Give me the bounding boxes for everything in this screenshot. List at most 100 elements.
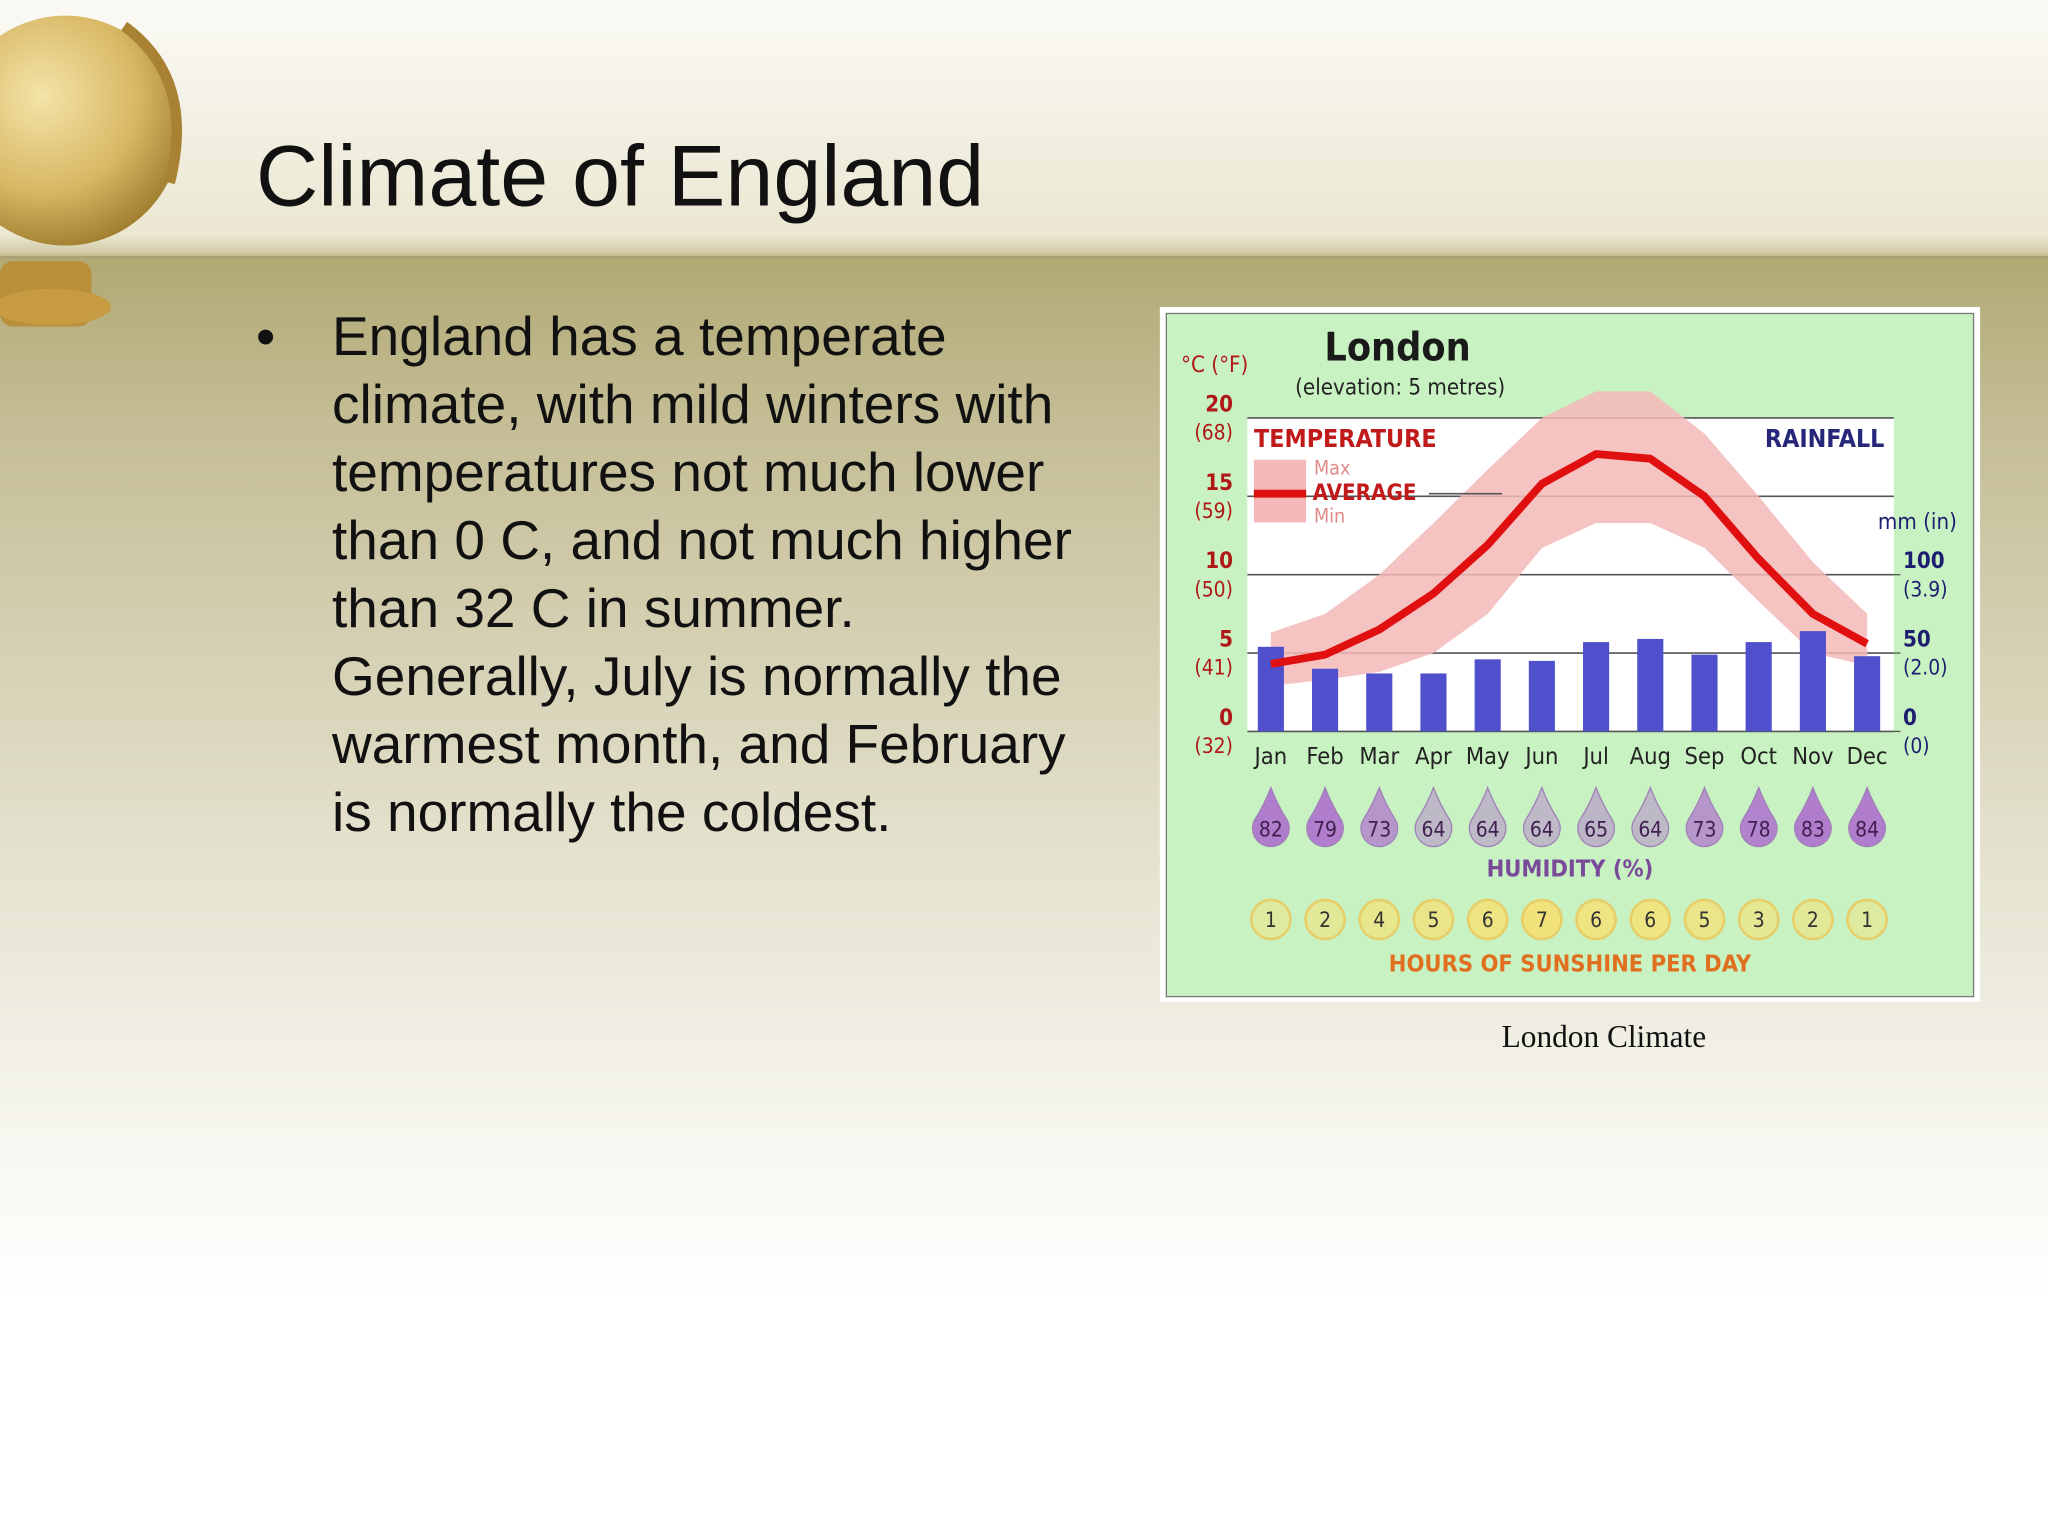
bullet-list: England has a temperate climate, with mi… <box>256 302 1112 846</box>
humidity-drop <box>1685 785 1724 848</box>
bar <box>1420 673 1447 732</box>
sunshine-sun <box>1520 898 1563 941</box>
humidity-value: 82 <box>1259 818 1283 842</box>
sunshine-sun <box>1791 898 1834 941</box>
sunshine-value: 6 <box>1590 908 1602 932</box>
humidity-drop <box>1522 785 1561 848</box>
humidity-drop <box>1251 785 1290 848</box>
y-tick-alt-label: (59) <box>1194 499 1233 523</box>
x-tick-label: Dec <box>1847 742 1888 770</box>
y2-tick-alt-label: (2.0) <box>1903 656 1948 680</box>
bar <box>1691 654 1718 732</box>
sunshine-label: HOURS OF SUNSHINE PER DAY <box>1389 950 1752 978</box>
x-tick-label: Nov <box>1792 742 1833 770</box>
y-tick-alt-label: (68) <box>1194 421 1233 445</box>
humidity-value: 73 <box>1367 818 1391 842</box>
sunshine-sun <box>1846 898 1888 941</box>
y-tick-alt-label: (32) <box>1194 734 1233 758</box>
x-tick-label: Feb <box>1306 742 1343 770</box>
sunshine-sun <box>1683 898 1726 941</box>
figure-caption: London Climate <box>1502 1019 1706 1054</box>
sunshine-sun <box>1412 898 1455 941</box>
humidity-drop <box>1739 785 1778 848</box>
x-tick-label: Apr <box>1415 742 1452 770</box>
sunshine-value: 7 <box>1536 908 1548 932</box>
y2-tick-label: 0 <box>1903 705 1917 731</box>
bullet-item: England has a temperate climate, with mi… <box>256 302 1112 846</box>
y-tick-label: 0 <box>1219 705 1233 731</box>
climate-chart: London (elevation: 5 metres) °C (°F) mm … <box>1181 326 1957 978</box>
humidity-value: 78 <box>1747 818 1771 842</box>
legend-max: Max <box>1314 456 1350 479</box>
x-tick-label: Aug <box>1630 742 1671 770</box>
sunshine-value: 6 <box>1644 908 1656 932</box>
bar <box>1637 638 1664 732</box>
y2-tick-alt-label: (3.9) <box>1903 577 1948 601</box>
humidity-value: 64 <box>1530 818 1554 842</box>
humidity-label: HUMIDITY (%) <box>1487 854 1654 882</box>
y-tick-label: 5 <box>1219 627 1233 653</box>
humidity-drop <box>1360 785 1399 848</box>
x-tick-label: Sep <box>1685 742 1725 770</box>
globe-decoration <box>0 15 182 327</box>
sunshine-sun <box>1575 898 1617 941</box>
humidity-value: 64 <box>1422 818 1446 842</box>
humidity-value: 64 <box>1638 818 1662 842</box>
humidity-value: 65 <box>1584 818 1608 842</box>
y-tick-label: 20 <box>1205 391 1233 417</box>
humidity-drop <box>1848 785 1887 848</box>
bar <box>1312 668 1339 732</box>
sunshine-sun <box>1358 898 1401 941</box>
y2-tick-label: 50 <box>1903 627 1931 653</box>
x-tick-label: May <box>1466 742 1510 770</box>
legend-average: AVERAGE <box>1313 480 1417 506</box>
x-tick-label: Mar <box>1359 742 1399 770</box>
x-tick-label: Oct <box>1740 742 1777 770</box>
y-tick-alt-label: (41) <box>1194 656 1233 680</box>
humidity-value: 73 <box>1693 818 1717 842</box>
x-tick-label: Jul <box>1581 742 1609 770</box>
humidity-drop <box>1577 785 1616 848</box>
legend-min: Min <box>1314 505 1345 528</box>
rainfall-label: RAINFALL <box>1765 424 1885 453</box>
humidity-value: 64 <box>1476 818 1500 842</box>
sunshine-sun <box>1249 898 1292 941</box>
humidity-drop <box>1414 785 1453 848</box>
humidity-drop <box>1631 785 1670 848</box>
sunshine-value: 1 <box>1861 908 1873 932</box>
slide-title: Climate of England <box>256 129 984 225</box>
temperature-range-band <box>1270 391 1868 686</box>
bar <box>1583 642 1610 732</box>
humidity-drop <box>1793 785 1832 848</box>
sunshine-value: 4 <box>1373 908 1385 932</box>
sunshine-sun <box>1737 898 1780 941</box>
bar <box>1854 656 1881 732</box>
sunshine-sun <box>1466 898 1509 941</box>
sunshine-sun <box>1629 898 1672 941</box>
bar <box>1745 642 1772 732</box>
chart-title: London <box>1324 326 1470 371</box>
x-tick-label: Jan <box>1253 742 1288 770</box>
sunshine-value: 3 <box>1753 908 1765 932</box>
y-axis-label: °C (°F) <box>1181 352 1248 378</box>
humidity-value: 84 <box>1855 818 1879 842</box>
sunshine-value: 5 <box>1699 908 1711 932</box>
y-tick-label: 10 <box>1205 548 1233 574</box>
humidity-value: 83 <box>1801 818 1825 842</box>
humidity-value: 79 <box>1313 818 1337 842</box>
sunshine-value: 1 <box>1265 908 1277 932</box>
sunshine-sun <box>1304 898 1346 941</box>
chart-subtitle: (elevation: 5 metres) <box>1295 374 1505 400</box>
temperature-label: TEMPERATURE <box>1254 424 1437 453</box>
average-temperature-line <box>1270 450 1869 668</box>
sunshine-value: 2 <box>1807 908 1819 932</box>
humidity-drop <box>1468 785 1507 848</box>
y2-tick-alt-label: (0) <box>1903 734 1930 758</box>
bar <box>1528 660 1555 732</box>
sunshine-value: 2 <box>1319 908 1331 932</box>
bar <box>1366 673 1393 732</box>
y2-tick-label: 100 <box>1903 548 1945 574</box>
sunshine-value: 6 <box>1482 908 1494 932</box>
humidity-drop <box>1306 785 1344 848</box>
